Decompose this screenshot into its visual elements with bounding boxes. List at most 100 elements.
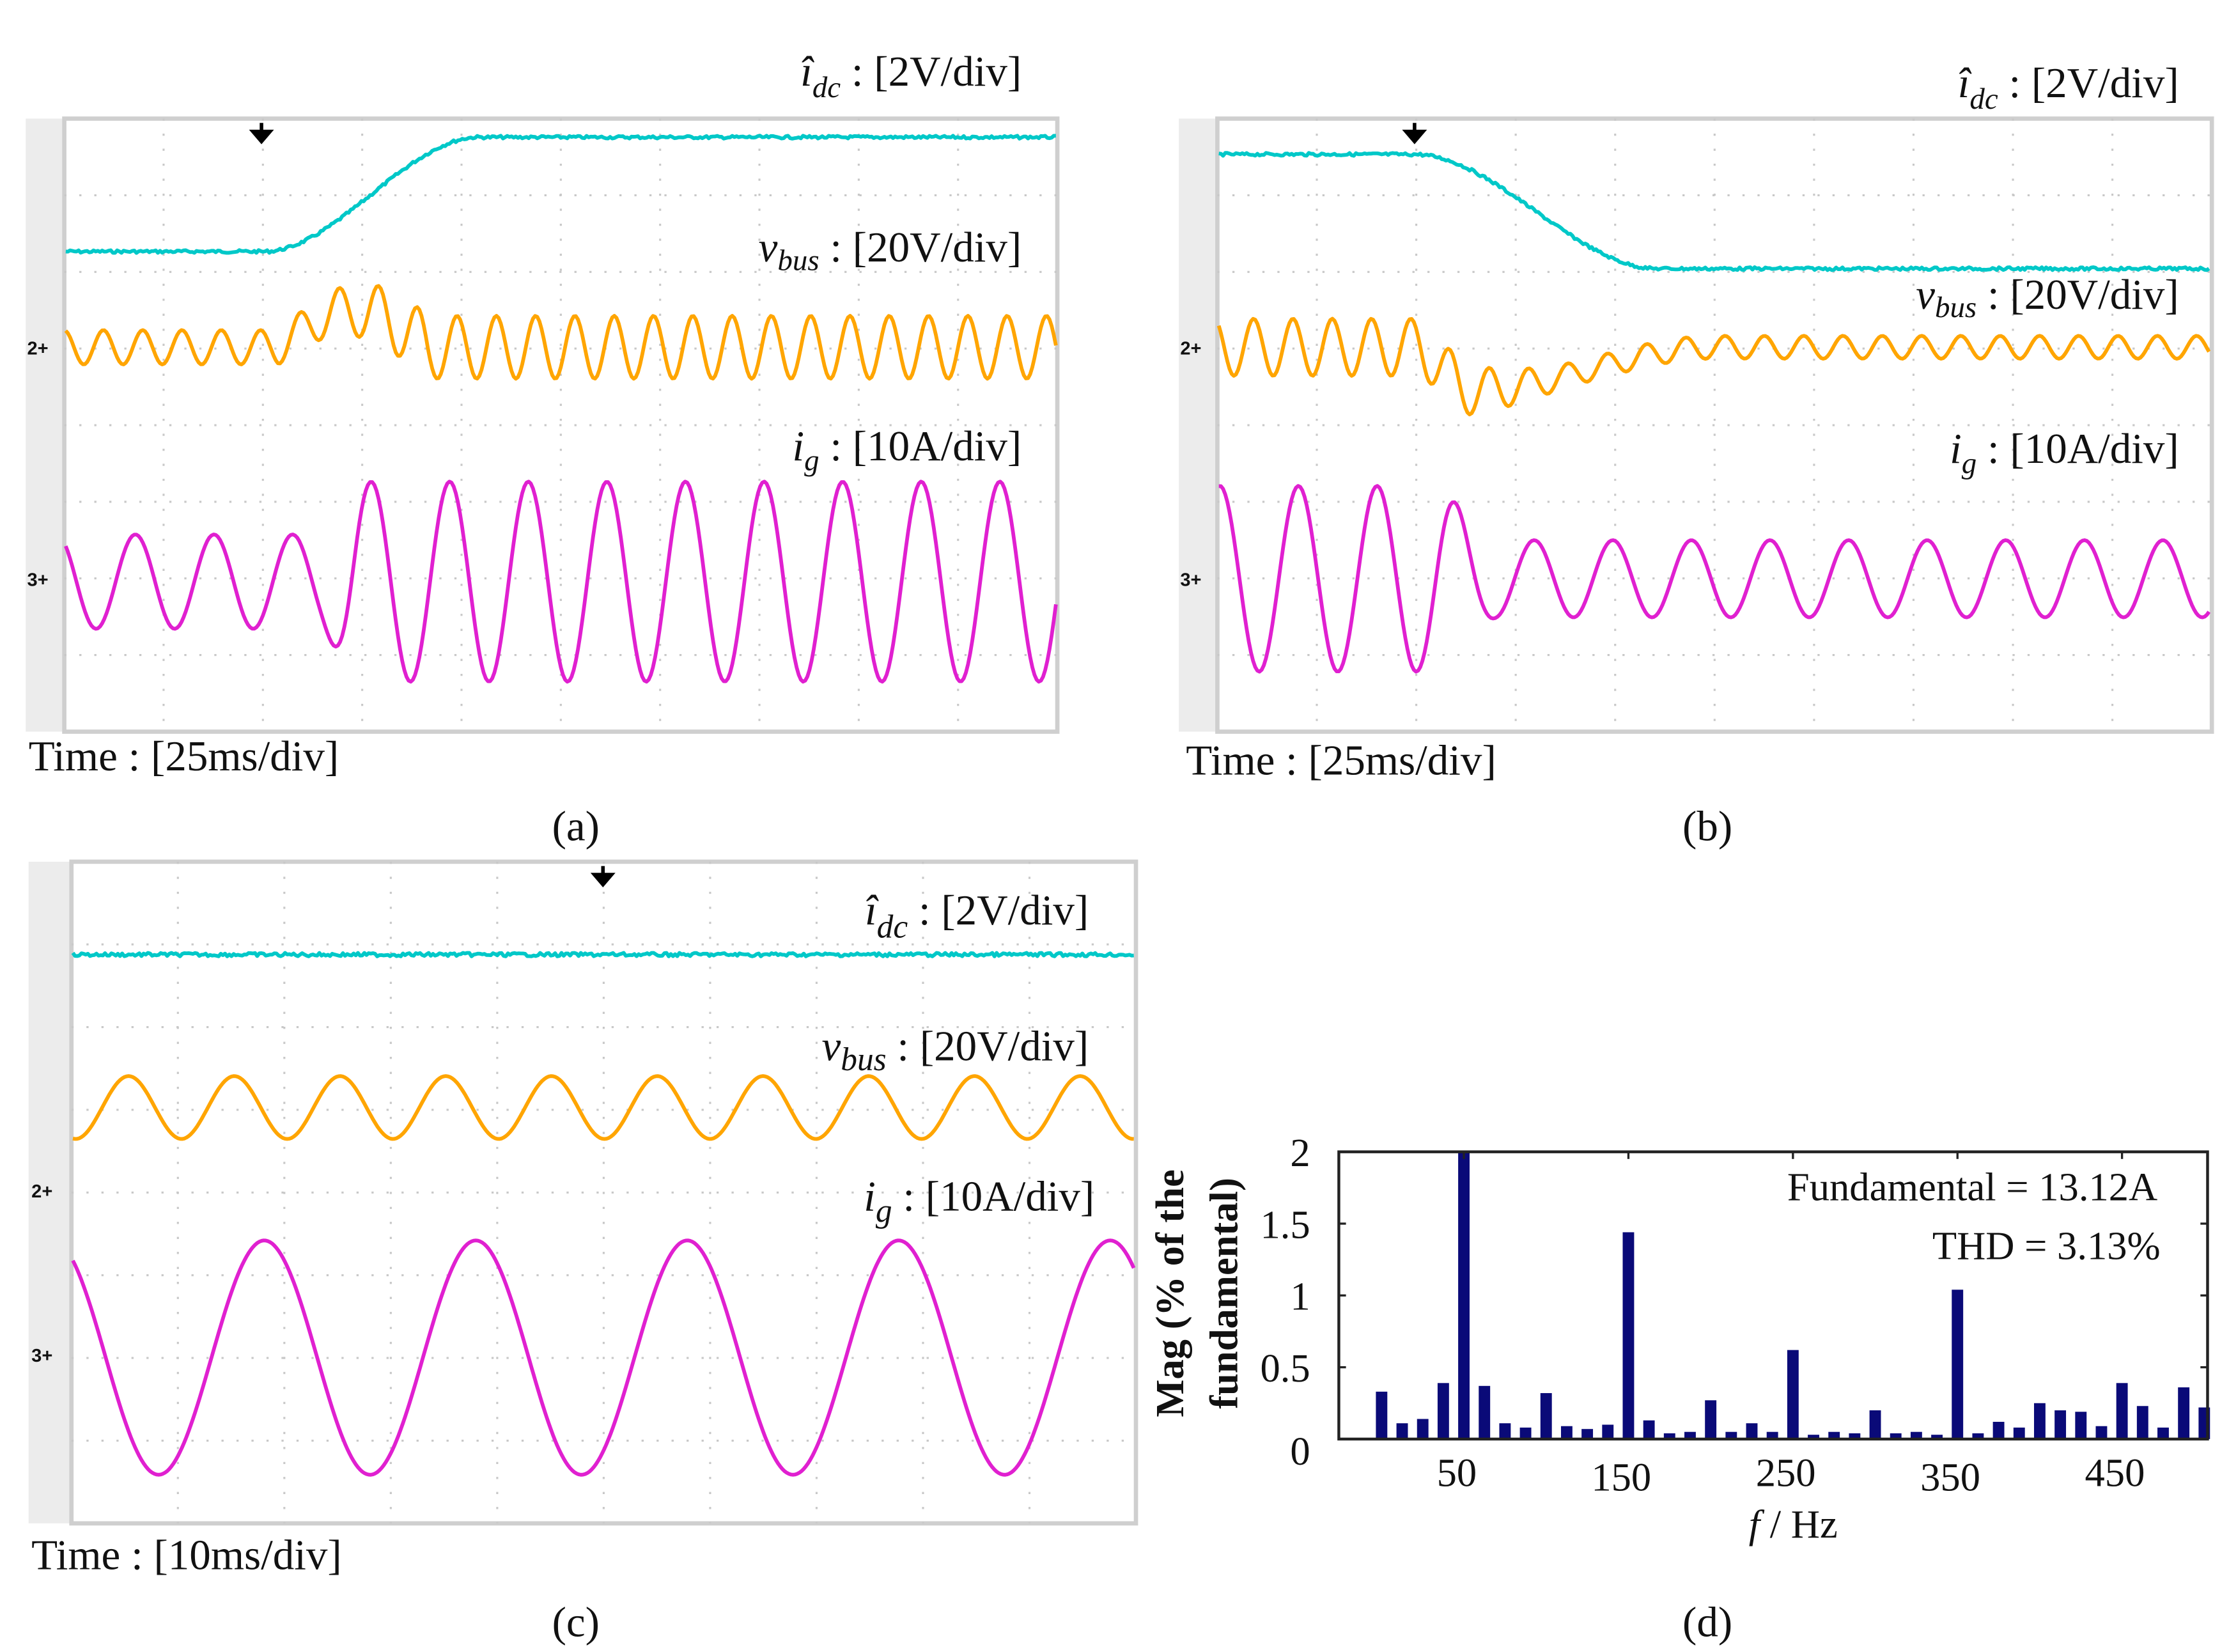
y-axis-ticks: 0 0.5 1 1.5 2	[1260, 1130, 2208, 1474]
bar-125hz	[1581, 1429, 1594, 1439]
bar-137.5hz	[1602, 1424, 1614, 1439]
channel-2-marker: 2+	[1180, 338, 1201, 359]
idc-scale-label: îdc : [2V/div]	[1958, 59, 2179, 116]
channel-3-marker: 3+	[27, 570, 48, 590]
y-tick-label: 1	[1290, 1274, 1310, 1319]
bars-group	[1376, 1151, 2210, 1439]
y-tick-label: 0	[1290, 1429, 1310, 1474]
bar-75hz	[1499, 1423, 1511, 1439]
bar-237.5hz	[1766, 1431, 1778, 1439]
caption-b: (b)	[1682, 802, 1732, 850]
bar-200hz	[1705, 1400, 1717, 1439]
bar-100hz	[1540, 1393, 1552, 1439]
x-tick-label: 250	[1756, 1451, 1816, 1495]
time-scale-label: Time : [25ms/div]	[29, 732, 339, 780]
caption-d: (d)	[1682, 1598, 1732, 1646]
bar-87.5hz	[1519, 1427, 1532, 1439]
y-axis-label-line2: fundamental)	[1202, 1178, 1247, 1409]
bar-50hz	[1458, 1151, 1470, 1439]
bar-287.5hz	[1849, 1433, 1861, 1439]
caption-c: (c)	[552, 1598, 600, 1646]
bar-112.5hz	[1560, 1426, 1573, 1439]
channel-3-marker: 3+	[1180, 570, 1201, 590]
bar-362.5hz	[1972, 1433, 1984, 1439]
bar-275hz	[1828, 1431, 1840, 1439]
scope-side-strip	[1179, 118, 1218, 732]
bar-437.5hz	[2095, 1426, 2108, 1439]
vbus-scale-label: vbus : [20V/div]	[759, 223, 1022, 277]
bar-312.5hz	[1890, 1433, 1902, 1439]
channel-2-marker: 2+	[31, 1181, 52, 1202]
bar-25hz	[1417, 1419, 1429, 1439]
vbus-trace	[72, 1074, 1134, 1141]
ig-trace	[71, 1238, 1136, 1477]
channel-2-marker: 2+	[27, 338, 48, 359]
time-scale-label: Time : [25ms/div]	[1186, 736, 1496, 784]
bar-12.5hz	[1396, 1423, 1408, 1439]
scope-panel-c: 2+ 3+ îdc : [2V/div] vbus : [20V/div] ig…	[28, 859, 1138, 1646]
ig-scale-label: ig : [10A/div]	[864, 1172, 1094, 1229]
bar-0hz	[1376, 1391, 1388, 1439]
ig-scale-label: ig : [10A/div]	[793, 422, 1022, 478]
caption-a: (a)	[552, 802, 600, 850]
bar-475hz	[2157, 1427, 2169, 1439]
scope-panel-a: 2+ 3+ îdc : [2V/div] vbus : [20V/div] ig…	[26, 47, 1060, 850]
bar-62.5hz	[1479, 1385, 1491, 1439]
bar-400hz	[2033, 1403, 2046, 1439]
vbus-scale-label: vbus : [20V/div]	[1916, 270, 2179, 324]
time-scale-label: Time : [10ms/div]	[31, 1531, 342, 1578]
idc-scale-label: îdc : [2V/div]	[800, 47, 1021, 104]
x-tick-label: 450	[2085, 1451, 2145, 1495]
ig-scale-label: ig : [10A/div]	[1950, 425, 2179, 480]
vbus-trace	[1216, 316, 2211, 417]
x-tick-label: 150	[1591, 1454, 1651, 1499]
vbus-scale-label: vbus : [20V/div]	[821, 1022, 1089, 1079]
vbus-trace	[64, 284, 1058, 381]
x-axis-ticks: 50 150 250 350 450	[1437, 1151, 2145, 1499]
bar-262.5hz	[1808, 1435, 1819, 1439]
channel-3-marker: 3+	[31, 1346, 52, 1366]
bar-325hz	[1910, 1431, 1922, 1439]
bar-212.5hz	[1725, 1431, 1737, 1439]
bar-487.5hz	[2178, 1387, 2190, 1439]
bar-37.5hz	[1437, 1383, 1449, 1439]
x-axis-label: f / Hz	[1749, 1502, 1838, 1547]
harmonic-spectrum-chart: 0 0.5 1 1.5 2 50 150 250 350 450 Fundamental = 1…	[1147, 1130, 2210, 1646]
ig-trace	[64, 479, 1058, 684]
trigger-arrow-icon	[590, 866, 616, 887]
bar-150hz	[1622, 1232, 1635, 1439]
y-tick-label: 1.5	[1260, 1202, 1310, 1247]
bar-450hz	[2116, 1383, 2128, 1439]
idc-trace	[65, 134, 1056, 255]
bar-350hz	[1952, 1290, 1964, 1439]
scope-panel-b: 2+ 3+ îdc : [2V/div] vbus : [20V/div] ig…	[1179, 59, 2214, 850]
scope-side-strip	[26, 118, 65, 732]
scope-side-strip	[28, 861, 72, 1523]
y-tick-label: 0.5	[1260, 1346, 1310, 1391]
x-tick-label: 50	[1437, 1451, 1477, 1495]
bar-300hz	[1869, 1410, 1881, 1439]
fundamental-annotation: Fundamental = 13.12A	[1787, 1165, 2157, 1210]
idc-trace	[71, 951, 1134, 958]
trigger-arrow-icon	[249, 123, 274, 144]
x-tick-label: 350	[1920, 1454, 1980, 1499]
bar-162.5hz	[1643, 1420, 1655, 1439]
bar-250hz	[1787, 1350, 1799, 1439]
thd-annotation: THD = 3.13%	[1932, 1223, 2161, 1268]
bar-425hz	[2075, 1412, 2087, 1439]
bar-175hz	[1663, 1433, 1675, 1439]
ig-trace	[1218, 484, 2211, 674]
bar-387.5hz	[2013, 1427, 2025, 1439]
idc-scale-label: îdc : [2V/div]	[865, 886, 1089, 945]
bar-337.5hz	[1931, 1435, 1943, 1439]
bar-225hz	[1746, 1423, 1758, 1439]
bar-187.5hz	[1684, 1431, 1696, 1439]
y-axis-label-line1: Mag (% of the	[1147, 1169, 1192, 1417]
bar-462.5hz	[2136, 1406, 2148, 1439]
idc-trace	[1218, 151, 2210, 272]
trigger-arrow-icon	[1402, 123, 1427, 144]
bar-412.5hz	[2054, 1410, 2067, 1439]
scope-grid	[69, 859, 1138, 1526]
y-tick-label: 2	[1290, 1130, 1310, 1175]
